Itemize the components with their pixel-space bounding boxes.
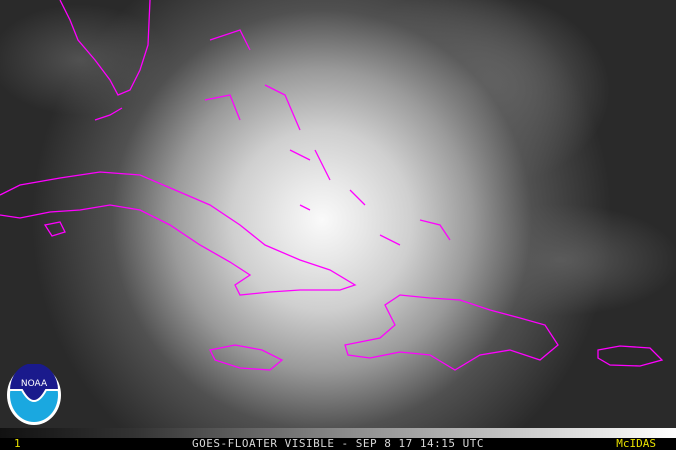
satellite-image bbox=[0, 0, 676, 428]
frame-number: 1 bbox=[14, 437, 21, 450]
florida-keys bbox=[94, 107, 123, 121]
florida-coastline bbox=[59, 0, 151, 96]
jamaica-coastline bbox=[209, 344, 284, 371]
hispaniola-coastline bbox=[344, 294, 559, 371]
image-title: GOES-FLOATER VISIBLE - SEP 8 17 14:15 UT… bbox=[191, 437, 485, 450]
bahamas-islands bbox=[204, 29, 451, 246]
grayscale-bar bbox=[0, 428, 676, 438]
isle-of-youth bbox=[43, 221, 66, 237]
mcidas-label: McIDAS bbox=[616, 437, 656, 450]
puerto-rico-coastline bbox=[597, 345, 664, 367]
svg-text:NOAA: NOAA bbox=[21, 379, 48, 389]
coastline-overlay bbox=[0, 0, 664, 371]
cuba-coastline bbox=[0, 171, 357, 296]
caption-bar: 1 GOES-FLOATER VISIBLE - SEP 8 17 14:15 … bbox=[0, 438, 676, 450]
noaa-logo: NOAA bbox=[7, 364, 61, 425]
